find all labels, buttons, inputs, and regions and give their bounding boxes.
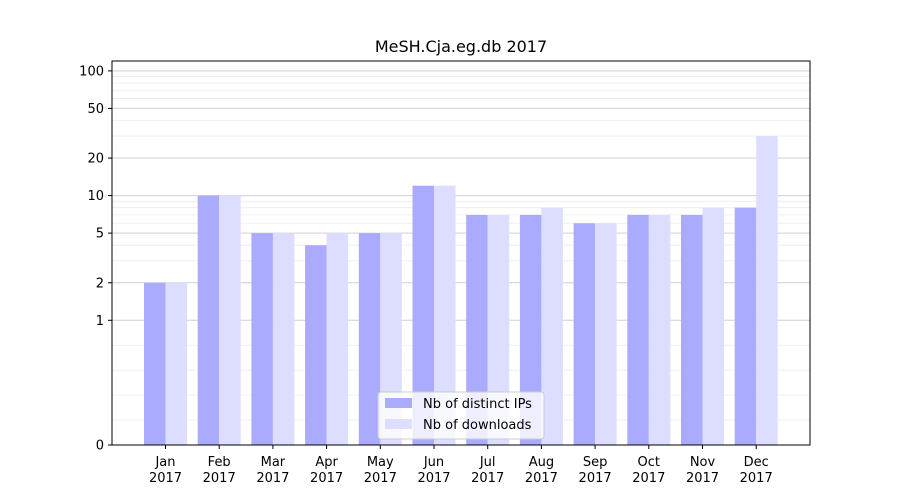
- x-tick-label: Apr: [315, 455, 338, 470]
- bar: [434, 185, 456, 445]
- x-tick-label: May: [367, 455, 394, 470]
- x-tick-label: 2017: [417, 471, 450, 486]
- bar: [412, 185, 434, 445]
- y-tick-label: 20: [87, 152, 104, 167]
- bars: [144, 136, 778, 446]
- x-tick-label: 2017: [579, 471, 612, 486]
- bar: [487, 214, 510, 445]
- x-tick-label: 2017: [203, 471, 236, 486]
- legend-box: [377, 391, 545, 440]
- bar: [595, 223, 617, 445]
- legend-label: Nb of downloads: [423, 418, 532, 433]
- bar: [681, 214, 703, 445]
- x-tick-label: Feb: [208, 455, 231, 470]
- y-tick-label: 10: [87, 189, 104, 204]
- bar: [734, 207, 757, 445]
- bar: [573, 223, 596, 445]
- x-tick-label: 2017: [471, 471, 504, 486]
- x-tick-label: Oct: [638, 455, 660, 470]
- bar: [756, 136, 778, 446]
- plot-frame: [111, 60, 811, 446]
- chart-title: MeSH.Cja.eg.db 2017: [375, 37, 547, 56]
- y-tick-label: 5: [96, 227, 104, 242]
- y-tick-label: 50: [87, 102, 104, 117]
- bar: [519, 214, 542, 445]
- legend: Nb of distinct IPs Nb of downloads: [377, 391, 545, 440]
- x-tick-label: Mar: [261, 455, 286, 470]
- bar: [305, 245, 327, 445]
- bar: [648, 214, 671, 445]
- x-tick-label: 2017: [256, 471, 289, 486]
- bar: [251, 233, 273, 445]
- bar: [358, 233, 381, 445]
- x-axis: Jan2017Feb2017Mar2017Apr2017May2017Jun20…: [149, 445, 773, 486]
- bar: [272, 233, 295, 445]
- y-tick-label: 2: [96, 276, 104, 291]
- x-tick-label: Nov: [690, 455, 716, 470]
- y-tick-label: 100: [79, 64, 104, 79]
- bar: [627, 214, 649, 445]
- bar: [466, 214, 488, 445]
- x-tick-label: Dec: [744, 455, 769, 470]
- legend-swatch: [385, 419, 412, 429]
- bar: [165, 282, 187, 445]
- x-tick-label: 2017: [310, 471, 343, 486]
- bar: [541, 207, 563, 445]
- x-tick-label: Sep: [583, 455, 608, 470]
- y-tick-label: 1: [96, 314, 104, 329]
- x-tick-label: 2017: [686, 471, 719, 486]
- x-tick-label: 2017: [632, 471, 665, 486]
- x-tick-label: 2017: [740, 471, 773, 486]
- x-tick-label: 2017: [149, 471, 182, 486]
- x-tick-label: Jun: [423, 455, 444, 470]
- x-tick-label: Jan: [154, 455, 175, 470]
- bar: [702, 207, 724, 445]
- legend-swatch: [385, 398, 412, 408]
- legend-label: Nb of distinct IPs: [423, 397, 532, 412]
- x-tick-label: 2017: [364, 471, 397, 486]
- y-tick-label: 0: [96, 439, 104, 454]
- y-axis: 0 1 2 5 10 20 50 100: [79, 64, 112, 454]
- bar: [197, 195, 220, 445]
- x-tick-label: 2017: [525, 471, 558, 486]
- x-tick-label: Aug: [529, 455, 554, 470]
- bar: [144, 282, 166, 445]
- bar: [219, 195, 241, 445]
- bar: [326, 233, 349, 445]
- x-tick-label: Jul: [479, 455, 496, 470]
